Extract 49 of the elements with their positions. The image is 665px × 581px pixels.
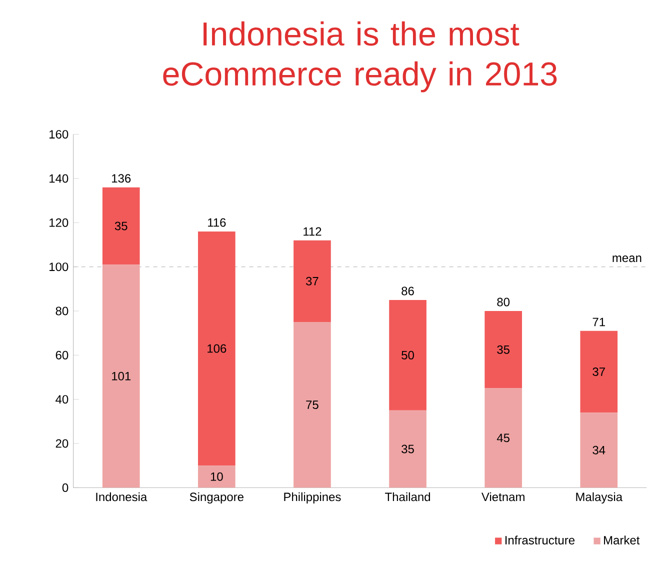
bar	[580, 330, 618, 413]
data-label: 101	[112, 372, 131, 380]
y-tick-label: 0	[62, 483, 68, 492]
data-label: 45	[496, 434, 510, 442]
data-label: 50	[402, 350, 414, 360]
y-tick-label: 80	[56, 306, 68, 316]
total-label: 86	[402, 286, 414, 296]
total-label: 71	[592, 318, 605, 326]
bar	[580, 412, 618, 488]
data-label: 35	[497, 345, 510, 354]
data-label: 75	[306, 400, 318, 410]
data-label: 35	[402, 444, 414, 454]
legend-label: Market	[604, 536, 640, 544]
bar	[389, 300, 426, 410]
bar	[484, 388, 522, 488]
bar	[102, 264, 140, 488]
y-tick-label: 120	[50, 218, 68, 227]
bar	[294, 322, 331, 488]
y-tick-label: 40	[56, 395, 68, 404]
x-tick-label: Philippines	[284, 492, 341, 504]
total-label: 116	[208, 218, 226, 227]
y-tick-label: 20	[56, 439, 68, 448]
data-label: 10	[210, 472, 223, 481]
data-label: 34	[592, 446, 606, 454]
bar	[294, 240, 331, 322]
y-tick-label: 60	[56, 350, 68, 360]
chart-title: Indonesia is the most eCommerce ready in 2013	[163, 21, 557, 92]
x-tick-label: Thailand	[385, 492, 430, 502]
total-label: 80	[497, 298, 510, 306]
x-tick-label: Indonesia	[96, 492, 148, 502]
data-label: 37	[592, 367, 605, 376]
total-label: 136	[112, 174, 131, 183]
data-label: 106	[208, 344, 226, 353]
bar	[102, 187, 140, 265]
total-label: 112	[304, 227, 322, 236]
bar	[198, 466, 236, 488]
x-tick-label: Vietnam	[481, 492, 524, 502]
bar	[484, 310, 522, 388]
data-label: 37	[306, 276, 318, 286]
bar	[198, 231, 236, 466]
bar	[389, 410, 426, 488]
y-tick-label: 100	[50, 262, 68, 272]
x-tick-label: Malaysia	[576, 492, 623, 504]
x-tick-label: Singapore	[190, 492, 244, 504]
data-label: 35	[114, 222, 128, 230]
y-tick-label: 140	[50, 174, 68, 183]
y-tick-label: 160	[50, 130, 68, 139]
legend-label: Infrastructure	[505, 536, 575, 544]
ref-line-label: mean	[612, 256, 642, 262]
